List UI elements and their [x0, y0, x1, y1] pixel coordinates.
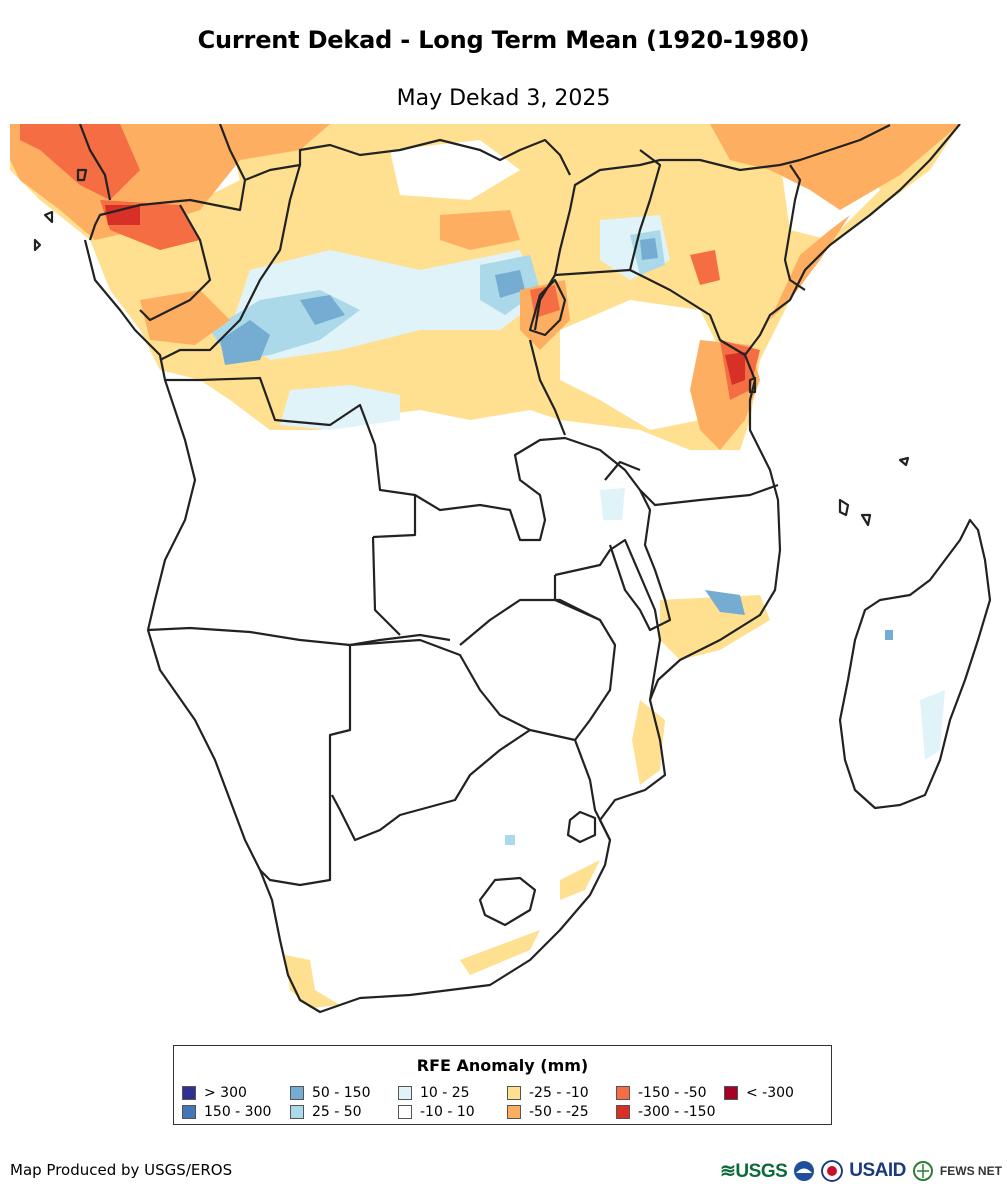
map-title: Current Dekad - Long Term Mean (1920-198…	[197, 26, 810, 54]
legend-item: 10 - 25	[398, 1085, 470, 1101]
fews-net-logo: FEWS NET	[939, 1164, 1002, 1178]
legend-item: > 300	[182, 1085, 247, 1101]
legend-swatch	[507, 1105, 521, 1119]
usgs-logo: ≋USGS	[720, 1160, 788, 1182]
legend-label: 25 - 50	[312, 1104, 362, 1120]
legend: RFE Anomaly (mm) > 300 150 - 300 50 - 15…	[173, 1045, 832, 1125]
legend-swatch	[616, 1086, 630, 1100]
map-subtitle: May Dekad 3, 2025	[396, 86, 611, 111]
legend-label: > 300	[204, 1085, 247, 1101]
legend-swatch	[724, 1086, 738, 1100]
legend-label: 50 - 150	[312, 1085, 371, 1101]
legend-item: < -300	[724, 1085, 794, 1101]
legend-title: RFE Anomaly (mm)	[416, 1056, 589, 1075]
legend-label: -300 - -150	[638, 1104, 716, 1120]
legend-swatch	[507, 1086, 521, 1100]
legend-label: -25 - -10	[529, 1085, 589, 1101]
legend-label: -10 - 10	[420, 1104, 475, 1120]
legend-label: -50 - -25	[529, 1104, 589, 1120]
legend-item: -300 - -150	[616, 1104, 716, 1120]
usaid-seal-icon	[821, 1160, 844, 1182]
legend-item: -10 - 10	[398, 1104, 475, 1120]
legend-label: 150 - 300	[204, 1104, 272, 1120]
legend-label: < -300	[746, 1085, 794, 1101]
noaa-logo-icon	[794, 1161, 815, 1181]
legend-item: -50 - -25	[507, 1104, 589, 1120]
country-borders	[33, 124, 992, 1014]
legend-item: 25 - 50	[290, 1104, 362, 1120]
legend-item: 150 - 300	[182, 1104, 271, 1120]
legend-swatch	[290, 1105, 304, 1119]
legend-swatch	[290, 1086, 304, 1100]
rainfall-anomaly-map	[10, 124, 992, 1014]
legend-swatch	[398, 1105, 412, 1119]
legend-label: 10 - 25	[420, 1085, 470, 1101]
legend-swatch	[616, 1105, 630, 1119]
legend-label: -150 - -50	[638, 1085, 707, 1101]
map-credit: Map Produced by USGS/EROS	[10, 1161, 233, 1179]
legend-item: -25 - -10	[507, 1085, 589, 1101]
legend-item: 50 - 150	[290, 1085, 371, 1101]
usaid-logo: USAID	[849, 1160, 906, 1181]
legend-swatch	[398, 1086, 412, 1100]
legend-item: -150 - -50	[616, 1085, 707, 1101]
agency-logos: ≋USGS USAID FEWS NET	[720, 1156, 1002, 1186]
legend-swatch	[182, 1086, 196, 1100]
legend-swatch	[182, 1105, 196, 1119]
fews-globe-icon	[912, 1161, 933, 1181]
